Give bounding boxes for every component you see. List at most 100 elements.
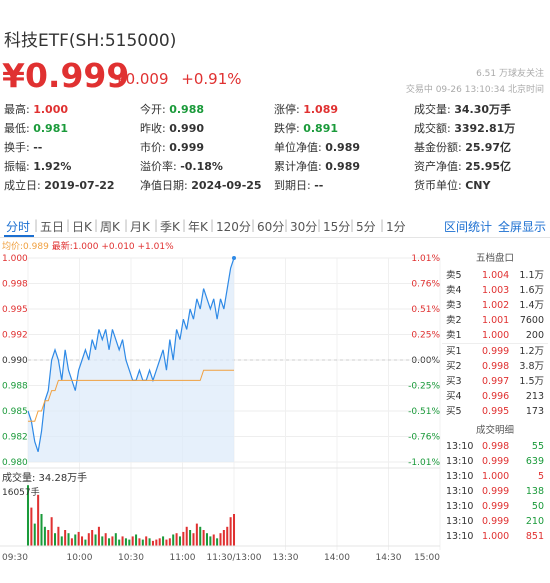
y-tick-left: 0.998 bbox=[2, 280, 28, 290]
stat-label: 溢价率: bbox=[140, 160, 181, 173]
stat-label: 成交量: bbox=[414, 103, 455, 116]
latest-price: 最新:1.000 +0.010 +1.01% bbox=[51, 242, 174, 252]
stat-row: 振幅: 1.92% 溢价率: -0.18% 累计净值: 0.989 资产净值: 25.… bbox=[4, 158, 544, 177]
depth-price: 0.999 bbox=[482, 346, 510, 357]
depth-volume: 1.5万 bbox=[519, 376, 544, 387]
depth-label: 卖2 bbox=[446, 315, 462, 326]
trade-row: 13:10 0.999 639 bbox=[442, 454, 548, 469]
volume-bar bbox=[50, 517, 53, 546]
depth-price: 1.004 bbox=[482, 270, 510, 281]
depth-price: 0.998 bbox=[482, 361, 510, 372]
stat-value: 1.92% bbox=[33, 160, 72, 173]
stat-label: 货币单位: bbox=[414, 179, 466, 192]
tab-7[interactable]: 120分 bbox=[216, 220, 251, 234]
depth-label: 卖4 bbox=[446, 285, 462, 296]
volume-bar bbox=[226, 526, 229, 546]
stat-label: 成交额: bbox=[414, 122, 455, 135]
depth-volume: 1.4万 bbox=[519, 300, 544, 311]
stat-cell: 成交量: 34.30万手 bbox=[414, 101, 511, 117]
depth-price: 1.002 bbox=[482, 300, 510, 311]
depth-label: 买4 bbox=[446, 391, 462, 402]
depth-volume: 200 bbox=[525, 330, 544, 341]
y-tick-right: 0.51% bbox=[411, 305, 440, 315]
bid-row: 买1 0.999 1.2万 bbox=[442, 344, 548, 359]
depth-label: 买3 bbox=[446, 376, 462, 387]
y-tick-left: 0.990 bbox=[2, 356, 28, 366]
tab-separator: | bbox=[66, 218, 71, 232]
volume-bar bbox=[67, 533, 70, 546]
intraday-chart[interactable]: 1.000 1.01% 0.998 0.76% 0.995 0.51% 0.992 0.25%… bbox=[0, 250, 442, 570]
y-tick-left: 0.988 bbox=[2, 382, 28, 392]
depth-volume: 1.2万 bbox=[519, 346, 544, 357]
fund-title: 科技ETF(SH:515000) bbox=[4, 31, 177, 51]
volume-bar bbox=[185, 526, 188, 546]
depth-volume: 3.8万 bbox=[519, 361, 544, 372]
volume-bar bbox=[219, 533, 222, 546]
stat-label: 涨停: bbox=[274, 103, 304, 116]
volume-bar bbox=[192, 533, 195, 546]
stat-value: 2019-07-22 bbox=[44, 179, 115, 192]
depth-volume: 173 bbox=[525, 406, 544, 417]
tab-6[interactable]: 年K bbox=[188, 220, 208, 234]
depth-label: 卖5 bbox=[446, 270, 462, 281]
volume-bar bbox=[232, 514, 236, 546]
stat-cell: 到期日: -- bbox=[274, 177, 323, 193]
stat-cell: 累计净值: 0.989 bbox=[274, 158, 360, 174]
depth-label: 买5 bbox=[446, 406, 462, 417]
stat-value: 25.95亿 bbox=[465, 160, 511, 173]
stat-label: 振幅: bbox=[4, 160, 34, 173]
stat-value: 0.988 bbox=[169, 103, 204, 116]
trade-row: 13:10 1.000 851 bbox=[442, 529, 548, 544]
price-area bbox=[28, 258, 234, 462]
tab-1[interactable]: 五日 bbox=[40, 220, 65, 234]
tab-9[interactable]: 30分 bbox=[290, 220, 318, 234]
trade-row: 13:10 1.000 5 bbox=[442, 469, 548, 484]
depth-volume: 1.6万 bbox=[519, 285, 544, 296]
tab-separator: | bbox=[210, 218, 215, 232]
tab-5[interactable]: 季K bbox=[160, 220, 180, 234]
volume-label: 成交量: 34.28万手 bbox=[2, 473, 88, 484]
trade-price: 1.000 bbox=[482, 471, 510, 482]
volume-bar bbox=[178, 536, 181, 546]
volume-bar bbox=[182, 531, 185, 546]
y-tick-right: 0.76% bbox=[411, 280, 440, 290]
volume-bar bbox=[155, 539, 158, 546]
trade-price: 1.000 bbox=[482, 531, 510, 542]
fullscreen-link[interactable]: 全屏显示 bbox=[498, 220, 547, 234]
volume-bar bbox=[91, 530, 94, 546]
tab-12[interactable]: 1分 bbox=[386, 220, 406, 234]
depth-label: 买1 bbox=[446, 346, 462, 357]
stat-label: 资产净值: bbox=[414, 160, 466, 173]
watch-count[interactable]: 6.51 万球友关注 bbox=[476, 69, 544, 79]
stat-label: 最高: bbox=[4, 103, 34, 116]
y-tick-left: 1.000 bbox=[2, 254, 28, 264]
tab-4[interactable]: 月K bbox=[130, 220, 150, 234]
depth-price: 0.996 bbox=[482, 391, 510, 402]
volume-bar bbox=[131, 536, 134, 546]
volume-bar bbox=[216, 538, 219, 546]
stat-row: 最低: 0.981 昨收: 0.990 跌停: 0.891 成交额: 3392.81万 bbox=[4, 120, 544, 139]
trade-volume: 138 bbox=[525, 486, 544, 497]
y-tick-left: 0.980 bbox=[2, 458, 28, 468]
stat-cell: 净值日期: 2024-09-25 bbox=[140, 177, 262, 193]
stat-value: 3392.81万 bbox=[454, 122, 516, 135]
range-stats-link[interactable]: 区间统计 bbox=[444, 220, 493, 234]
tab-0[interactable]: 分时 bbox=[6, 220, 31, 234]
x-tick: 10:30 bbox=[118, 553, 144, 563]
stat-cell: 成交额: 3392.81万 bbox=[414, 120, 515, 136]
change-percent: +0.91% bbox=[181, 70, 242, 88]
tab-8[interactable]: 60分 bbox=[257, 220, 285, 234]
price-line bbox=[27, 257, 235, 452]
y-tick-right: -1.01% bbox=[408, 458, 440, 468]
tab-11[interactable]: 5分 bbox=[356, 220, 376, 234]
volume-bar bbox=[158, 538, 161, 546]
stat-label: 单位净值: bbox=[274, 141, 326, 154]
y-tick-left: 0.982 bbox=[2, 433, 28, 443]
tab-2[interactable]: 日K bbox=[72, 220, 92, 234]
tab-10[interactable]: 15分 bbox=[323, 220, 351, 234]
ask-row: 卖3 1.002 1.4万 bbox=[442, 298, 548, 313]
stat-value: 2024-09-25 bbox=[191, 179, 262, 192]
volume-bar bbox=[135, 534, 138, 546]
tab-3[interactable]: 周K bbox=[100, 220, 120, 234]
trade-time: 13:10 bbox=[446, 531, 474, 542]
